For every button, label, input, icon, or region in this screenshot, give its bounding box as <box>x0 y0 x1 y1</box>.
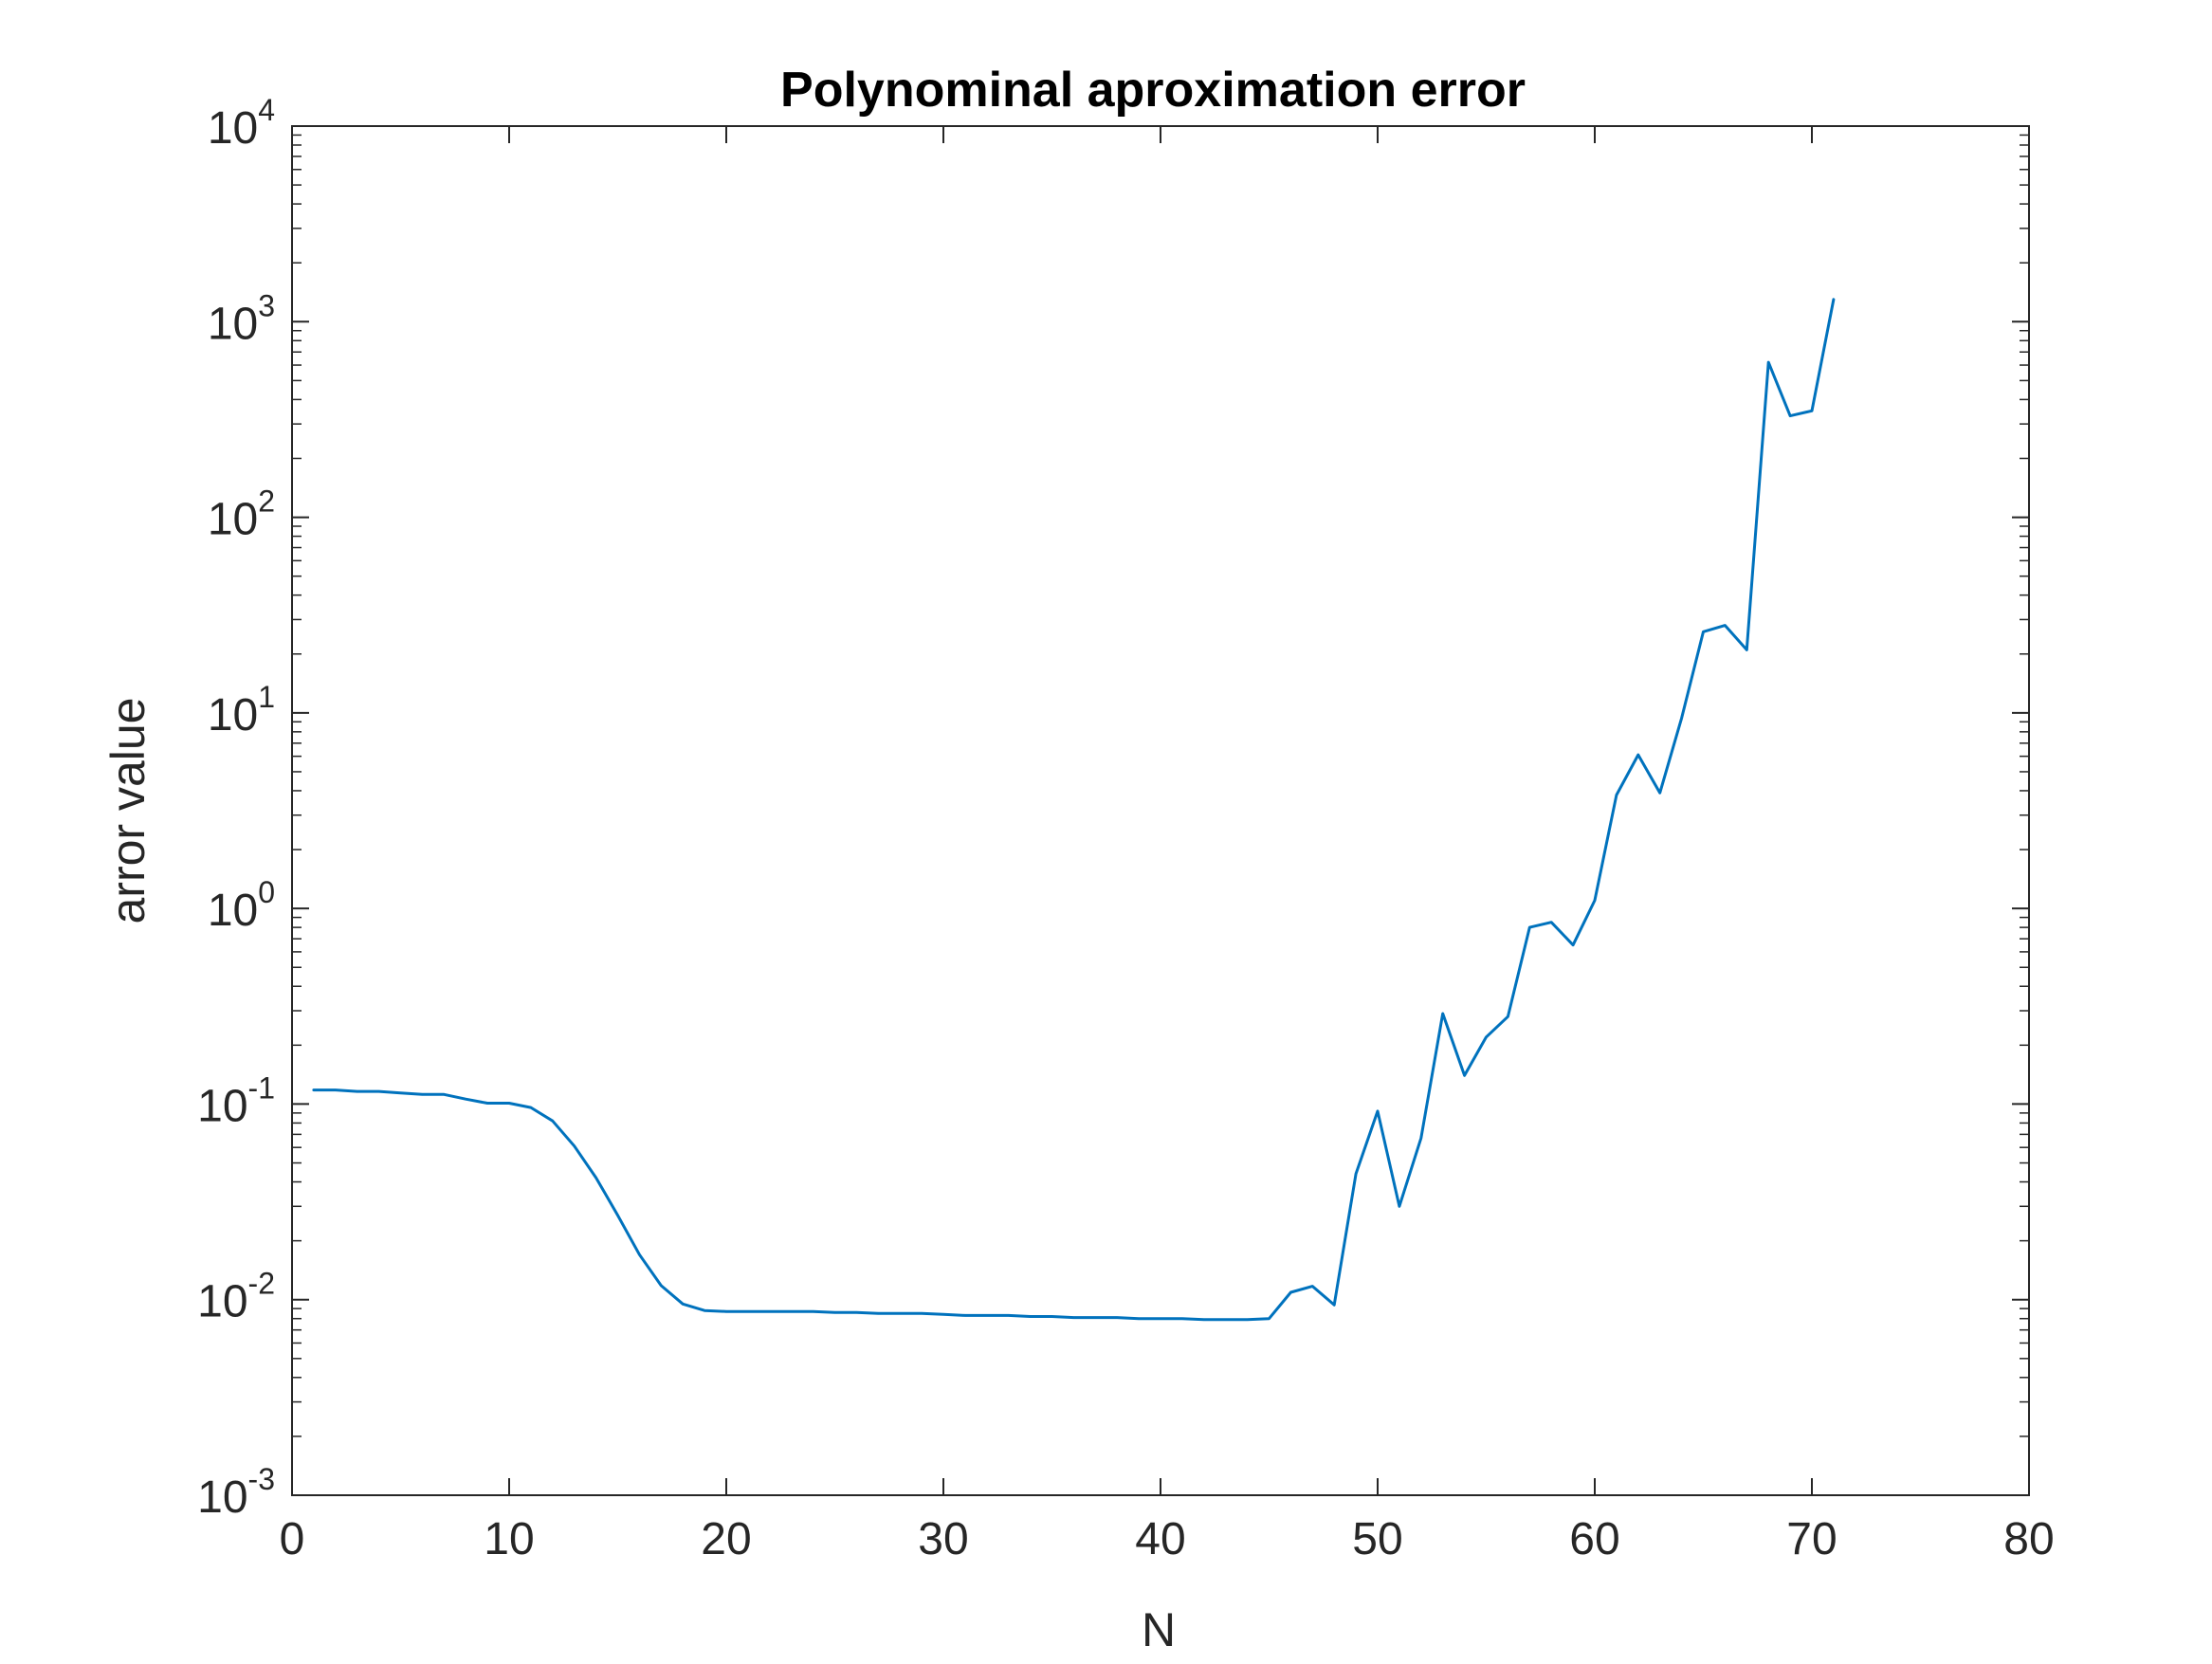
x-tick-label: 10 <box>484 1514 534 1564</box>
x-tick-label: 50 <box>1352 1514 1402 1564</box>
x-tick-label: 30 <box>918 1514 968 1564</box>
x-tick-label: 40 <box>1135 1514 1185 1564</box>
y-axis-label: arror value <box>101 698 155 924</box>
x-axis-label: N <box>1142 1603 1176 1656</box>
x-tick-label: 0 <box>280 1514 305 1564</box>
x-tick-label: 60 <box>1569 1514 1619 1564</box>
x-tick-label: 80 <box>2003 1514 2054 1564</box>
chart-title: Polynominal aproximation error <box>780 63 1526 118</box>
x-tick-label: 70 <box>1786 1514 1837 1564</box>
x-tick-label: 20 <box>701 1514 751 1564</box>
